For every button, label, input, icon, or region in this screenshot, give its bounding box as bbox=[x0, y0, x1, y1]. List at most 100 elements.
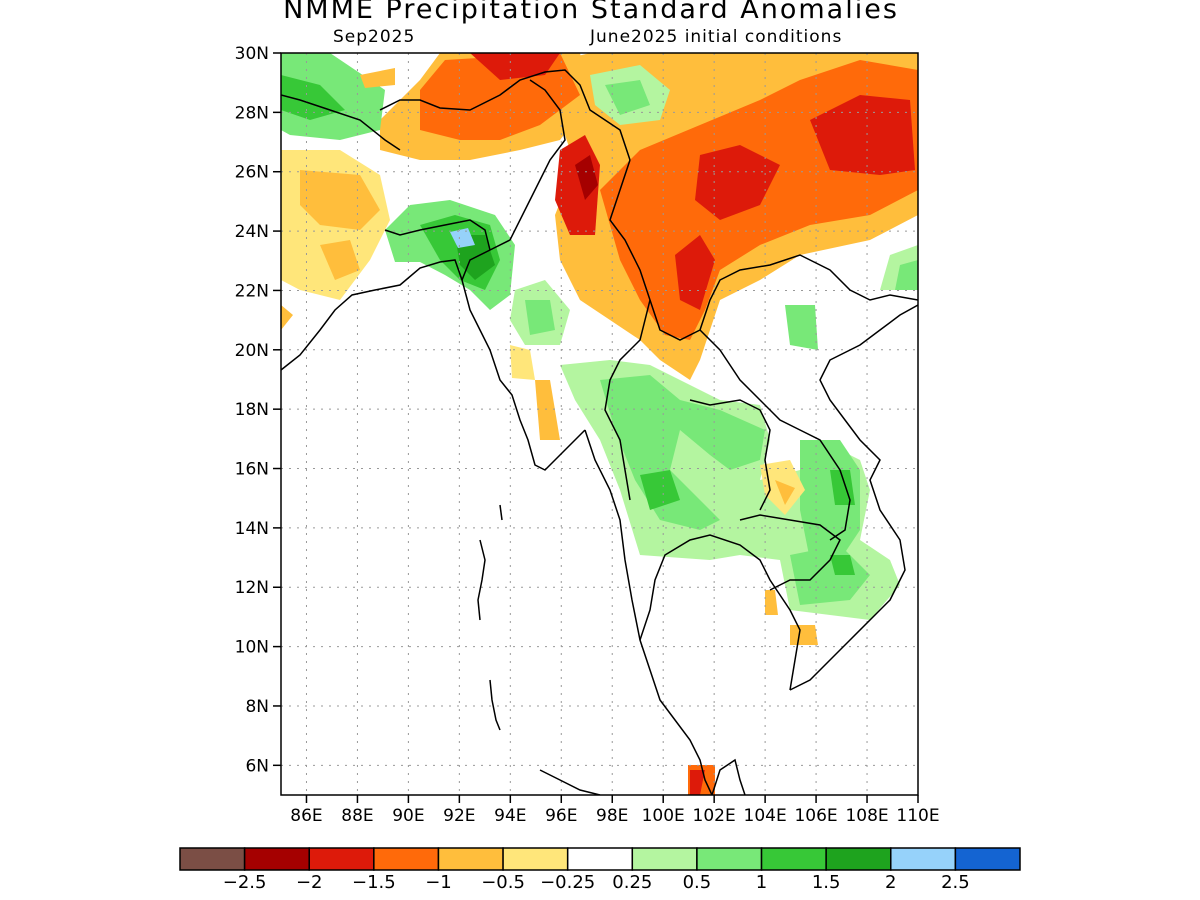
wet-patch-2 bbox=[525, 300, 555, 335]
dry-spot-cambodia-1 bbox=[775, 480, 795, 505]
wet-region-north-1 bbox=[605, 80, 650, 115]
wet-region-thailand-2 bbox=[640, 470, 680, 510]
colorbar-label: 0.5 bbox=[683, 872, 712, 893]
colorbar-label: 2 bbox=[885, 872, 896, 893]
border-nepal bbox=[281, 94, 401, 151]
plot-frame bbox=[280, 52, 919, 796]
lat-tick-label: 28N bbox=[235, 103, 269, 123]
border-laos-thailand bbox=[604, 299, 651, 501]
border-thailand-laos-mekong bbox=[689, 399, 771, 511]
wet-region-bangladesh-3 bbox=[450, 228, 475, 248]
lat-tick-label: 12N bbox=[235, 578, 269, 598]
dry-patch-west-1 bbox=[300, 170, 380, 230]
map-title: NMME Precipitation Standard Anomalies bbox=[283, 0, 899, 25]
dry-spot-south-1 bbox=[765, 590, 778, 615]
dry-spot-myanmar-coast bbox=[535, 380, 560, 440]
colorbar-swatch bbox=[373, 847, 440, 871]
dry-spot-peninsula-1 bbox=[690, 770, 705, 795]
anomaly-shading bbox=[281, 53, 918, 795]
wet-region-east-1 bbox=[895, 260, 918, 290]
island-andaman-1 bbox=[477, 539, 486, 621]
dry-region-east-4 bbox=[675, 235, 715, 310]
border-bhutan-china bbox=[379, 69, 631, 161]
colorbar-swatch bbox=[502, 847, 569, 871]
colorbar-swatch bbox=[631, 847, 698, 871]
colorbar-swatch bbox=[437, 847, 504, 871]
lon-tick-label: 110E bbox=[896, 806, 939, 826]
colorbar-label: −2.5 bbox=[223, 872, 267, 893]
country-borders bbox=[281, 69, 918, 795]
colorbar-label: 2.5 bbox=[941, 872, 970, 893]
lat-tick-label: 16N bbox=[235, 460, 269, 480]
lon-tick-label: 92E bbox=[443, 806, 475, 826]
dry-spot-myanmar-coast-1 bbox=[510, 345, 535, 380]
colorbar-label: 1.5 bbox=[812, 872, 841, 893]
initial-conditions: June2025 initial conditions bbox=[590, 27, 843, 47]
dry-patch-west-2 bbox=[320, 240, 360, 280]
lon-tick-label: 88E bbox=[341, 806, 373, 826]
colorbar-label: 1 bbox=[756, 872, 767, 893]
longitude-axis: 86E 88E 90E 92E 94E 96E 98E 100E 102E 104E 106E 108… bbox=[290, 795, 940, 826]
lon-tick-label: 100E bbox=[642, 806, 685, 826]
coastline-vietnam bbox=[789, 304, 918, 691]
coastline-myanmar-south bbox=[584, 429, 713, 795]
colorbar-label: −2 bbox=[296, 872, 323, 893]
colorbar-swatch bbox=[890, 847, 957, 871]
lon-tick-label: 96E bbox=[545, 806, 577, 826]
lat-tick-label: 22N bbox=[235, 281, 269, 301]
dry-region-east-3 bbox=[695, 145, 780, 220]
island-andaman-3 bbox=[489, 679, 501, 731]
lon-tick-label: 90E bbox=[392, 806, 424, 826]
wet-region-laos bbox=[785, 305, 818, 350]
lat-tick-label: 14N bbox=[235, 519, 269, 539]
colorbar-swatch bbox=[696, 847, 763, 871]
border-cambodia bbox=[739, 514, 841, 591]
colorbar-label: −1 bbox=[425, 872, 452, 893]
colorbar-swatch bbox=[566, 847, 634, 871]
island-andaman-2 bbox=[499, 504, 503, 521]
colorbar-swatch bbox=[760, 847, 827, 871]
dry-spot-south bbox=[790, 625, 818, 645]
lat-tick-label: 26N bbox=[235, 163, 269, 183]
lon-tick-label: 108E bbox=[845, 806, 888, 826]
lat-tick-label: 30N bbox=[235, 44, 269, 64]
lat-tick-label: 8N bbox=[245, 697, 269, 717]
coastline-thailand-gulf bbox=[639, 534, 801, 691]
lon-tick-label: 98E bbox=[596, 806, 628, 826]
border-laos-vietnam bbox=[699, 329, 851, 541]
coastline-sumatra bbox=[539, 769, 601, 795]
colorbar-swatch bbox=[179, 847, 246, 871]
lat-tick-label: 10N bbox=[235, 638, 269, 658]
lat-tick-label: 20N bbox=[235, 341, 269, 361]
dry-spot-north bbox=[360, 68, 395, 88]
lon-tick-label: 102E bbox=[693, 806, 736, 826]
lon-tick-label: 104E bbox=[744, 806, 787, 826]
colorbar-swatch bbox=[825, 847, 892, 871]
wet-region-south-1 bbox=[830, 555, 855, 575]
dry-band-north-2 bbox=[470, 53, 560, 80]
colorbar-label: 0.25 bbox=[612, 872, 652, 893]
dry-region-east-2 bbox=[810, 95, 915, 175]
colorbar: −2.5 −2 −1.5 −1 −0.5 −0.25 0.25 0.5 1 1.5 2 2.5 bbox=[179, 847, 1021, 893]
lat-tick-label: 18N bbox=[235, 400, 269, 420]
lat-tick-label: 24N bbox=[235, 222, 269, 242]
colorbar-swatch bbox=[308, 847, 375, 871]
lat-tick-label: 6N bbox=[245, 756, 269, 776]
latitude-axis: 30N 28N 26N 24N 22N 20N 18N 16N 14N 12N 10N 8N 6N bbox=[235, 44, 281, 776]
colorbar-label: −0.25 bbox=[540, 872, 595, 893]
border-myanmar-china bbox=[609, 159, 918, 341]
dry-core-myanmar-dark bbox=[575, 155, 598, 200]
dry-patch-west-3 bbox=[281, 305, 293, 330]
coastline-peninsula-east bbox=[711, 758, 746, 795]
lon-tick-label: 86E bbox=[290, 806, 322, 826]
wet-region-thailand-1 bbox=[600, 375, 765, 530]
colorbar-swatch bbox=[954, 847, 1021, 871]
border-bangladesh bbox=[384, 219, 491, 251]
forecast-month: Sep2025 bbox=[333, 27, 416, 47]
colorbar-label: −0.5 bbox=[481, 872, 525, 893]
wet-region-northwest-1 bbox=[281, 75, 345, 120]
coastline-india-bay bbox=[281, 259, 586, 471]
border-india-myanmar bbox=[461, 79, 566, 281]
colorbar-swatch bbox=[243, 847, 310, 871]
